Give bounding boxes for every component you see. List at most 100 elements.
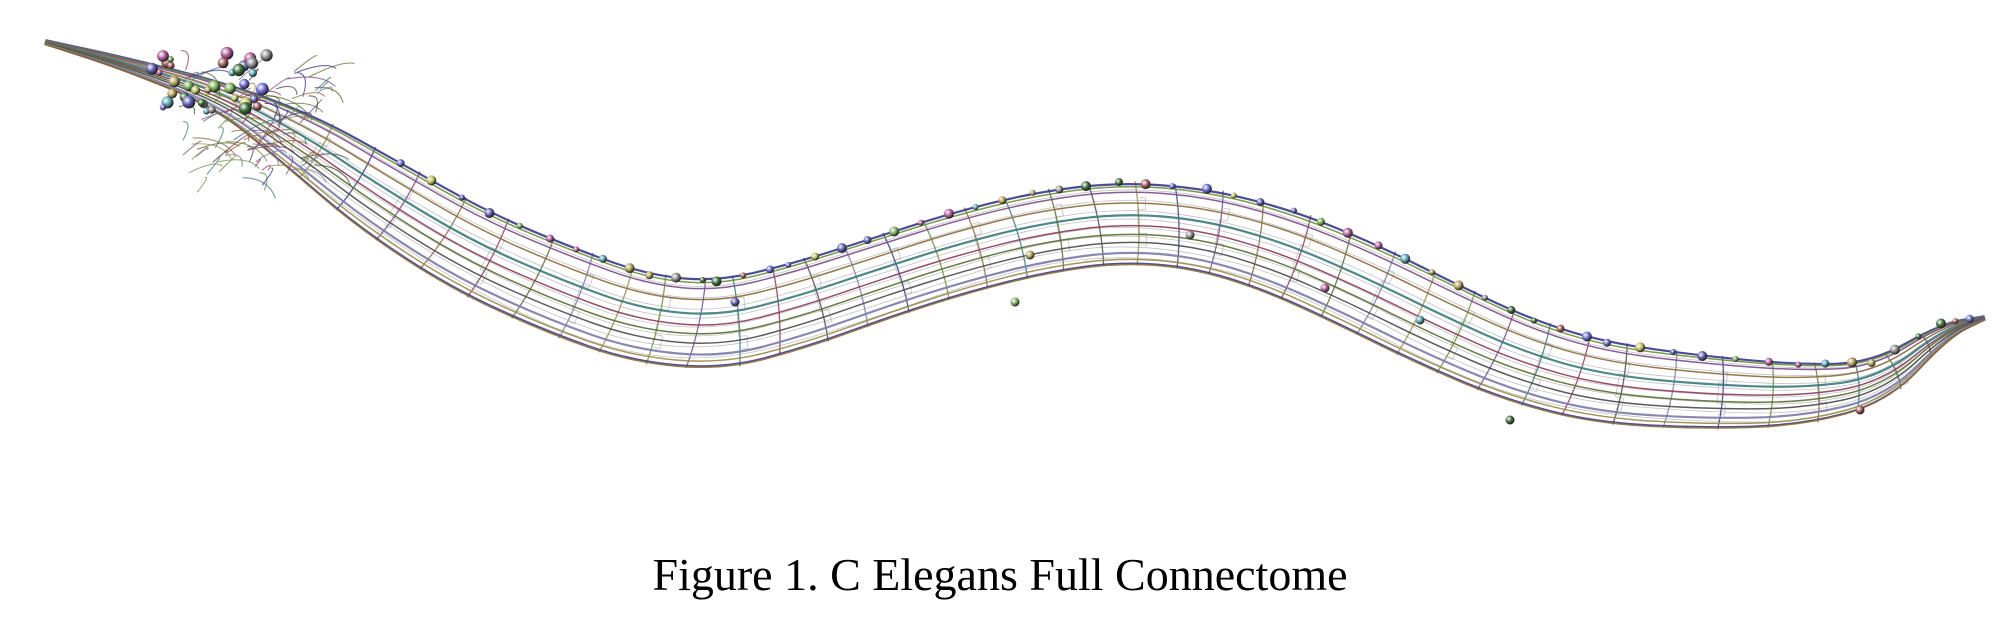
neuron-soma [671, 273, 681, 283]
neuron-soma [1321, 284, 1330, 293]
neuron-soma [239, 102, 252, 115]
neuron-soma [1966, 315, 1974, 323]
neuron-soma [700, 277, 706, 283]
head-neurite [243, 178, 276, 199]
neuron-soma [731, 298, 740, 307]
neuron-soma [198, 99, 206, 107]
neuron-soma [1856, 406, 1865, 415]
head-neurite [197, 177, 207, 192]
neuron-soma [249, 69, 257, 77]
neuron-soma [1952, 318, 1958, 324]
neuron-soma [1765, 358, 1773, 366]
neuron-soma [260, 49, 272, 61]
neuron-soma [1256, 198, 1264, 206]
neuron-soma [1635, 342, 1645, 352]
neuron-soma [1670, 349, 1676, 355]
neuron-soma [1141, 179, 1151, 189]
neuron-soma [1115, 178, 1123, 186]
neuron-soma [167, 62, 174, 69]
neuron-soma [485, 208, 495, 218]
neuron-soma [231, 95, 238, 102]
neuron-soma [645, 271, 653, 279]
nerve-cord [45, 41, 1984, 370]
figure-caption: Figure 1. C Elegans Full Connectome [0, 548, 2000, 601]
nerve-cord [45, 42, 1985, 395]
neuron-soma [182, 96, 195, 109]
neuron-soma [811, 253, 819, 261]
neuron-soma [1011, 298, 1020, 307]
faint-fiber-layer [45, 41, 1986, 422]
faint-fiber [45, 41, 1984, 368]
neuron-soma [1231, 192, 1237, 198]
neuron-soma [224, 83, 235, 94]
neuron-soma [973, 204, 979, 210]
neuron-soma [157, 50, 169, 62]
neuron-soma [191, 86, 200, 95]
neuron-soma [218, 57, 229, 68]
neuron-soma [1400, 254, 1410, 264]
neuron-soma [208, 106, 216, 114]
neuron-soma [1429, 269, 1435, 275]
neuron-soma [1915, 333, 1921, 339]
neuron-soma [253, 102, 262, 111]
neuron-soma [1890, 345, 1900, 355]
neuron-soma [998, 196, 1006, 204]
neuron-soma [459, 195, 465, 201]
neuron-soma [256, 83, 269, 96]
neuron-soma [740, 272, 746, 278]
neuron-soma [889, 227, 899, 237]
neuron-soma [517, 223, 523, 229]
nerve-cord [45, 43, 1985, 403]
neuron-soma [1416, 316, 1425, 325]
neuron-soma [599, 255, 607, 263]
connectome-illustration [0, 0, 2000, 520]
neuron-soma [1186, 231, 1195, 240]
neuron-soma [1603, 339, 1611, 347]
neuron-soma [167, 89, 177, 99]
neuron-soma [1454, 280, 1464, 290]
neuron-soma [1317, 218, 1325, 226]
neuron-soma [546, 235, 554, 243]
neuron-soma [169, 76, 180, 87]
neuron-soma [766, 265, 774, 273]
head-neurite [298, 73, 306, 97]
neuron-soma [1582, 332, 1592, 342]
neuron-soma [1030, 190, 1036, 196]
neuron-soma [239, 79, 249, 89]
head-neurite [189, 164, 222, 173]
neuron-soma [246, 57, 258, 69]
head-neurite [183, 122, 188, 141]
neuron-soma [1482, 295, 1488, 301]
neuron-soma [160, 104, 166, 110]
neuron-soma [864, 236, 872, 244]
neuron-soma [1202, 184, 1212, 194]
neuron-soma [397, 159, 405, 167]
nerve-cord [45, 44, 1986, 424]
neuron-soma [1055, 186, 1063, 194]
neuron-soma [1506, 416, 1515, 425]
neuron-soma [1847, 357, 1857, 367]
neuron-soma [1081, 181, 1091, 191]
head-neurite [262, 165, 271, 170]
neuron-soma [1375, 241, 1383, 249]
neuron-soma [1697, 351, 1707, 361]
neuron-soma [573, 246, 579, 252]
neuron-soma [205, 86, 212, 93]
neuron-soma [625, 263, 635, 273]
nerve-cord [45, 42, 1985, 387]
neuron-soma [146, 63, 158, 75]
nerve-cord [44, 44, 1985, 428]
neuron-soma [1557, 325, 1565, 333]
neuron-soma [1821, 360, 1829, 368]
neuron-soma [426, 175, 436, 185]
neuron-soma [837, 243, 847, 253]
neuron-soma [233, 64, 245, 76]
head-neurite [315, 87, 343, 103]
neuron-soma [1795, 362, 1801, 368]
head-neurite [181, 51, 189, 71]
head-neurite [215, 127, 223, 148]
head-neurite [262, 168, 273, 185]
neuron-soma [712, 276, 722, 286]
neuron-soma [1343, 228, 1353, 238]
